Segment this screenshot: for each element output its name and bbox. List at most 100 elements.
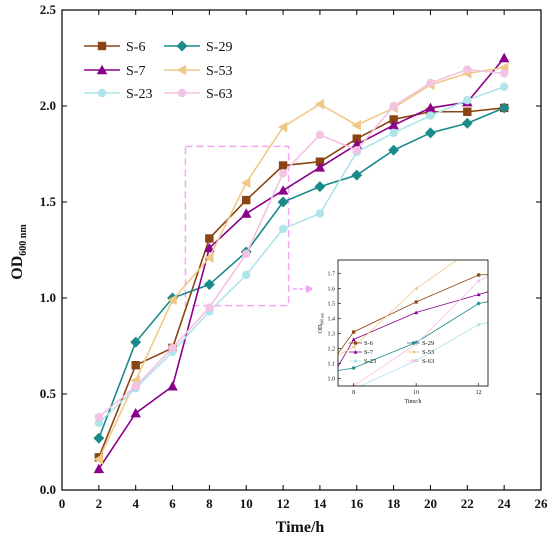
data-point	[131, 382, 140, 391]
legend-marker	[176, 64, 187, 76]
inset-data-point	[414, 286, 418, 291]
inset-y-tick-label: 1.4	[328, 317, 336, 323]
inset-data-point	[227, 447, 230, 450]
legend-label: S-53	[206, 64, 232, 79]
data-point	[499, 69, 509, 78]
inset-data-point	[290, 419, 293, 422]
inset-legend: S-6 S-29 S-7 S-53 S-23 S-63	[349, 340, 434, 365]
inset-series-s-53	[164, 243, 481, 507]
y-axis-title: OD600 nm	[9, 224, 29, 280]
inset-legend-label: S-53	[422, 349, 434, 356]
data-point	[130, 407, 141, 418]
inset-legend-label: S-7	[364, 349, 374, 356]
data-point	[93, 463, 105, 474]
inset-y-tick-label: 1.7	[328, 272, 336, 278]
inset-data-point	[227, 411, 231, 415]
inset-data-point	[352, 330, 356, 334]
data-point	[277, 196, 289, 208]
legend-item: S-53	[164, 64, 232, 79]
inset-data-point	[477, 322, 481, 327]
x-tick-label: 14	[313, 496, 327, 511]
data-point	[167, 381, 178, 391]
y-tick-label: 1.0	[40, 290, 56, 305]
inset-legend-item: S-6	[349, 340, 374, 347]
inset-legend-label: S-6	[364, 340, 374, 347]
inset-data-point	[289, 376, 293, 380]
data-point	[498, 102, 510, 114]
inset-data-point	[477, 243, 481, 247]
x-tick-label: 10	[240, 496, 253, 511]
inset-legend-marker	[411, 340, 416, 346]
inset-data-point	[164, 503, 168, 507]
y-tick-label: 0.0	[40, 482, 56, 497]
inset-data-point	[290, 416, 293, 419]
inset-x-tick-label: 8	[352, 390, 355, 396]
inset-data-point	[477, 279, 481, 283]
y-axis-title-main: OD	[9, 256, 26, 280]
inset-legend-marker	[411, 359, 416, 363]
y-tick-label: 1.5	[40, 194, 57, 209]
legend-item: S-63	[164, 87, 232, 102]
series-line	[98, 107, 505, 458]
data-point	[425, 127, 436, 139]
inset-y-axis-title-main: OD	[318, 324, 324, 333]
x-tick-label: 24	[498, 496, 512, 511]
data-point	[463, 96, 472, 105]
legend-label: S-63	[206, 87, 232, 102]
data-point	[93, 454, 104, 465]
data-point	[314, 181, 326, 193]
inset-x-axis-title: Time/h	[404, 399, 421, 405]
legend-marker	[176, 40, 188, 52]
inset-legend-label: S-29	[422, 340, 434, 347]
inset-data-point	[165, 474, 168, 477]
data-point	[93, 432, 105, 444]
inset-y-tick-label: 1.2	[328, 347, 336, 353]
legend-item: S-23	[84, 87, 152, 102]
inset-data-point	[476, 301, 481, 306]
inset-series-group	[164, 243, 488, 507]
data-point	[463, 107, 472, 116]
inset-legend-item: S-23	[349, 358, 376, 365]
inset-y-axis-title: OD600 nm	[318, 312, 325, 334]
inset-data-point	[414, 310, 419, 315]
legend-label: S-23	[126, 87, 152, 102]
inset-legend-marker	[353, 350, 358, 354]
data-point	[167, 294, 177, 306]
legend-marker	[177, 88, 187, 98]
data-point	[315, 157, 325, 166]
data-point	[131, 361, 140, 370]
inset-data-point	[476, 292, 481, 297]
y-axis-title-subscript: 600 nm	[18, 224, 29, 256]
data-point	[388, 144, 400, 156]
data-point	[315, 209, 325, 218]
series-line	[98, 68, 505, 418]
data-point	[205, 234, 214, 243]
legend-label: S-6	[126, 40, 145, 55]
inset-y-tick-label: 1.1	[328, 362, 336, 368]
data-point	[426, 111, 435, 120]
x-tick-label: 26	[535, 496, 549, 511]
inset-y-tick-label: 1.3	[328, 332, 336, 338]
inset-legend-marker	[353, 359, 358, 363]
inset-chart: 8 10 12 1.0 1.1 1.2 1.3 1.4 1.5 1.6 1.7 Time/h OD600…	[164, 243, 494, 507]
inset-data-point	[227, 429, 230, 432]
data-point	[278, 169, 288, 178]
data-point	[204, 242, 215, 253]
inset-data-point	[227, 441, 231, 445]
data-point	[314, 162, 326, 172]
inset-y-tick-label: 1.6	[328, 287, 336, 293]
inset-data-point	[165, 470, 168, 473]
data-point	[499, 82, 509, 92]
inset-series-s-7	[289, 291, 488, 450]
inset-data-point	[289, 446, 293, 450]
data-point	[351, 169, 363, 181]
inset-legend-label: S-23	[364, 358, 376, 365]
data-point	[389, 128, 398, 138]
series-line	[98, 57, 505, 470]
inset-data-point	[165, 501, 168, 504]
x-tick-label: 12	[277, 496, 290, 511]
series-line	[98, 66, 505, 460]
inset-data-point	[477, 273, 481, 277]
legend: S-6 S-29 S-7 S-53 S-23 S-63	[84, 40, 232, 102]
